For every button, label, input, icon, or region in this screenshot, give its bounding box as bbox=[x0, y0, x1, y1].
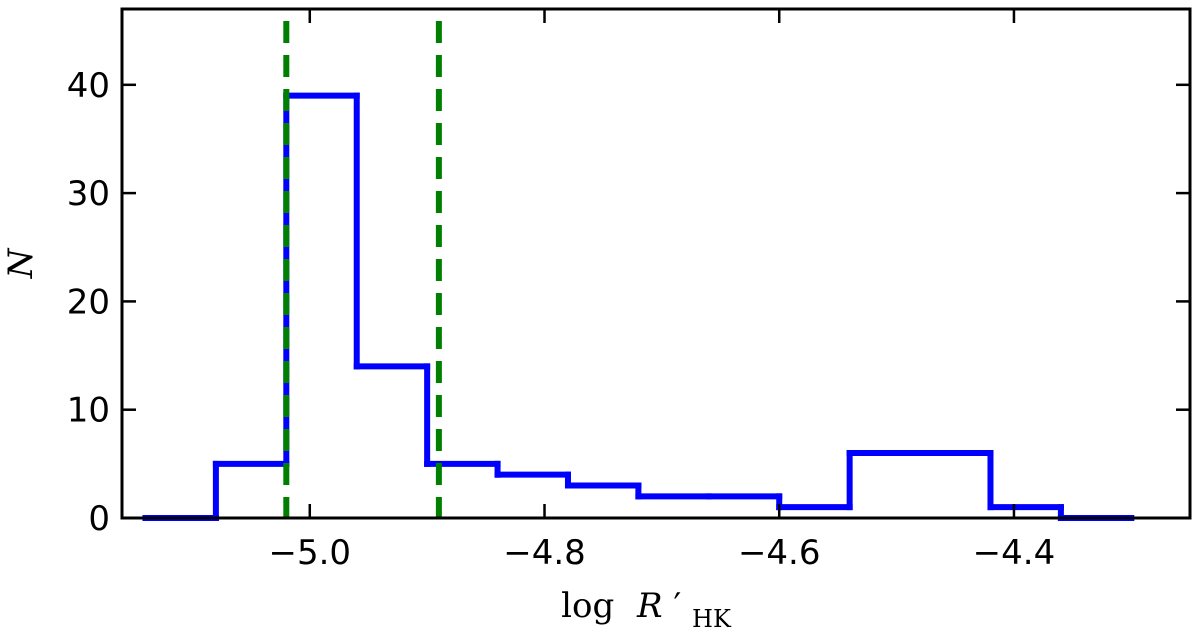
y-tick-label-2: 20 bbox=[67, 282, 110, 322]
x-tick-label-1: −4.8 bbox=[503, 533, 586, 573]
axis-ticks: −5.0 −4.8 −4.6 −4.4 0 10 20 30 40 bbox=[67, 9, 1190, 573]
x-axis-label-prefix: log bbox=[561, 586, 614, 626]
y-axis-label: N bbox=[1, 247, 41, 279]
x-axis-label-symbol: R bbox=[636, 586, 663, 626]
y-tick-label-0: 0 bbox=[88, 499, 110, 539]
plot-frame bbox=[120, 7, 1192, 520]
chart-marks bbox=[142, 21, 1135, 521]
x-tick-label-2: −4.6 bbox=[738, 533, 821, 573]
x-axis-label-prime: ′ bbox=[673, 586, 681, 626]
x-tick-label-3: −4.4 bbox=[973, 533, 1056, 573]
x-tick-label-0: −5.0 bbox=[268, 533, 351, 573]
y-tick-label-4: 40 bbox=[67, 66, 110, 106]
y-tick-label-3: 30 bbox=[67, 174, 110, 214]
y-tick-label-1: 10 bbox=[67, 391, 110, 431]
x-axis-label-subscript: HK bbox=[692, 605, 732, 632]
x-axis-label: log R ′ HK bbox=[561, 586, 732, 632]
